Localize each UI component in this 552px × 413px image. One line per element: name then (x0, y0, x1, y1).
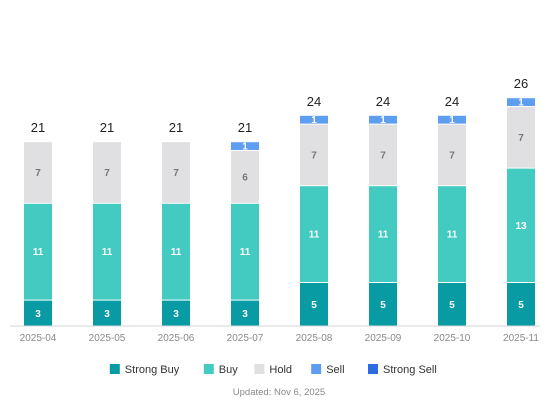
bar-segment-buy-2025-09[interactable] (369, 186, 397, 282)
bar-total-label: 21 (169, 120, 183, 135)
legend-label: Strong Buy (125, 364, 180, 376)
x-tick-label: 2025-06 (158, 333, 195, 344)
x-tick-label: 2025-10 (434, 333, 471, 344)
bar-segment-hold-2025-08[interactable] (300, 124, 328, 186)
bar-total-label: 21 (100, 120, 114, 135)
segment-value-label: 7 (449, 150, 455, 161)
legend-item-hold[interactable]: Hold (254, 364, 292, 376)
updated-timestamp: Updated: Nov 6, 2025 (233, 387, 325, 398)
bar-segment-sell-2025-08[interactable] (300, 115, 328, 124)
legend-item-buy[interactable]: Buy (203, 364, 238, 376)
segment-value-label: 7 (380, 150, 386, 161)
bar-segment-buy-2025-05[interactable] (93, 203, 121, 300)
x-tick-label: 2025-05 (89, 333, 126, 344)
segment-value-label: 11 (378, 230, 389, 241)
legend-swatch (109, 364, 120, 374)
bar-segment-buy-2025-06[interactable] (162, 203, 190, 300)
legend-label: Sell (326, 364, 344, 376)
legend-item-sell[interactable]: Sell (311, 364, 345, 376)
segment-value-label: 5 (380, 300, 386, 311)
bar-segment-buy-2025-10[interactable] (438, 186, 466, 282)
bar-segment-hold-2025-10[interactable] (438, 124, 466, 186)
bar-segment-strong-buy-2025-10[interactable] (438, 283, 466, 326)
legend-label: Strong Sell (383, 364, 437, 376)
bar-segment-hold-2025-11[interactable] (507, 107, 535, 168)
legend-label: Hold (269, 364, 292, 376)
bar-segment-strong-buy-2025-06[interactable] (162, 300, 190, 326)
segment-value-label: 1 (380, 115, 386, 126)
bar-segment-hold-2025-06[interactable] (162, 142, 190, 203)
segment-value-label: 11 (447, 230, 458, 241)
segment-value-label: 11 (240, 247, 251, 258)
segment-value-label: 3 (242, 309, 248, 320)
legend: Strong Buy Buy Hold Sell Strong Sell (109, 364, 437, 376)
bar-total-label: 21 (238, 120, 252, 135)
bar-segment-strong-buy-2025-05[interactable] (93, 300, 121, 326)
bar-total-label: 21 (31, 120, 45, 135)
legend-item-strong-sell[interactable]: Strong Sell (368, 364, 437, 376)
bar-segment-buy-2025-04[interactable] (24, 203, 52, 300)
segment-value-label: 7 (518, 133, 524, 144)
segment-value-label: 11 (102, 247, 113, 258)
segment-value-label: 5 (518, 300, 524, 311)
segment-value-label: 5 (449, 300, 455, 311)
segment-value-label: 7 (35, 168, 41, 179)
segment-value-label: 3 (35, 309, 41, 320)
bar-segment-strong-buy-2025-04[interactable] (24, 300, 52, 326)
bar-segment-strong-buy-2025-09[interactable] (369, 283, 397, 326)
bar-segment-buy-2025-11[interactable] (507, 168, 535, 282)
segment-value-label: 1 (311, 115, 317, 126)
segment-value-label: 3 (173, 309, 179, 320)
segment-value-label: 1 (449, 115, 455, 126)
legend-swatch (203, 364, 214, 374)
segment-value-label: 6 (242, 172, 248, 183)
segment-value-label: 11 (309, 230, 320, 241)
x-tick-label: 2025-07 (227, 333, 264, 344)
segment-value-label: 3 (104, 309, 110, 320)
bar-segment-strong-buy-2025-07[interactable] (231, 300, 259, 326)
bar-segment-hold-2025-09[interactable] (369, 124, 397, 186)
legend-swatch (311, 364, 322, 374)
bar-total-label: 26 (514, 76, 528, 91)
bar-segment-sell-2025-07[interactable] (231, 142, 259, 150)
legend-swatch (368, 364, 378, 374)
x-tick-label: 2025-04 (20, 333, 57, 344)
x-tick-label: 2025-11 (503, 333, 539, 344)
segment-value-label: 7 (173, 168, 179, 179)
bar-total-label: 24 (445, 94, 459, 109)
bar-total-label: 24 (307, 94, 321, 109)
segment-value-label: 1 (242, 142, 248, 153)
segment-value-label: 7 (104, 168, 110, 179)
bar-segment-buy-2025-07[interactable] (231, 203, 259, 300)
bar-segment-hold-2025-04[interactable] (24, 142, 52, 203)
bar-segment-strong-buy-2025-11[interactable] (507, 283, 535, 326)
segment-value-label: 11 (33, 247, 44, 258)
bar-segment-hold-2025-05[interactable] (93, 142, 121, 203)
legend-item-strong-buy[interactable]: Strong Buy (109, 364, 180, 376)
x-axis-ticks: 2025-04 2025-05 2025-06 2025-07 2025-08 2025-… (20, 333, 540, 344)
legend-swatch (254, 364, 265, 374)
segment-value-label: 7 (311, 150, 317, 161)
bar-segment-sell-2025-09[interactable] (369, 115, 397, 124)
bar-segment-strong-buy-2025-08[interactable] (300, 283, 328, 326)
legend-label: Buy (219, 364, 238, 376)
bar-total-label: 24 (376, 94, 390, 109)
segment-value-label: 11 (171, 247, 182, 258)
bar-segment-sell-2025-10[interactable] (438, 115, 466, 124)
segment-value-label: 13 (515, 221, 527, 232)
x-tick-label: 2025-08 (296, 333, 333, 344)
x-tick-label: 2025-09 (365, 333, 402, 344)
bar-segment-hold-2025-07[interactable] (231, 151, 259, 203)
segment-value-label: 5 (311, 300, 317, 311)
segment-value-label: 1 (518, 98, 524, 109)
bar-segment-buy-2025-08[interactable] (300, 186, 328, 282)
bars-layer: 3117213117213117213116121511712451171245… (24, 76, 535, 326)
bar-segment-sell-2025-11[interactable] (507, 98, 535, 106)
